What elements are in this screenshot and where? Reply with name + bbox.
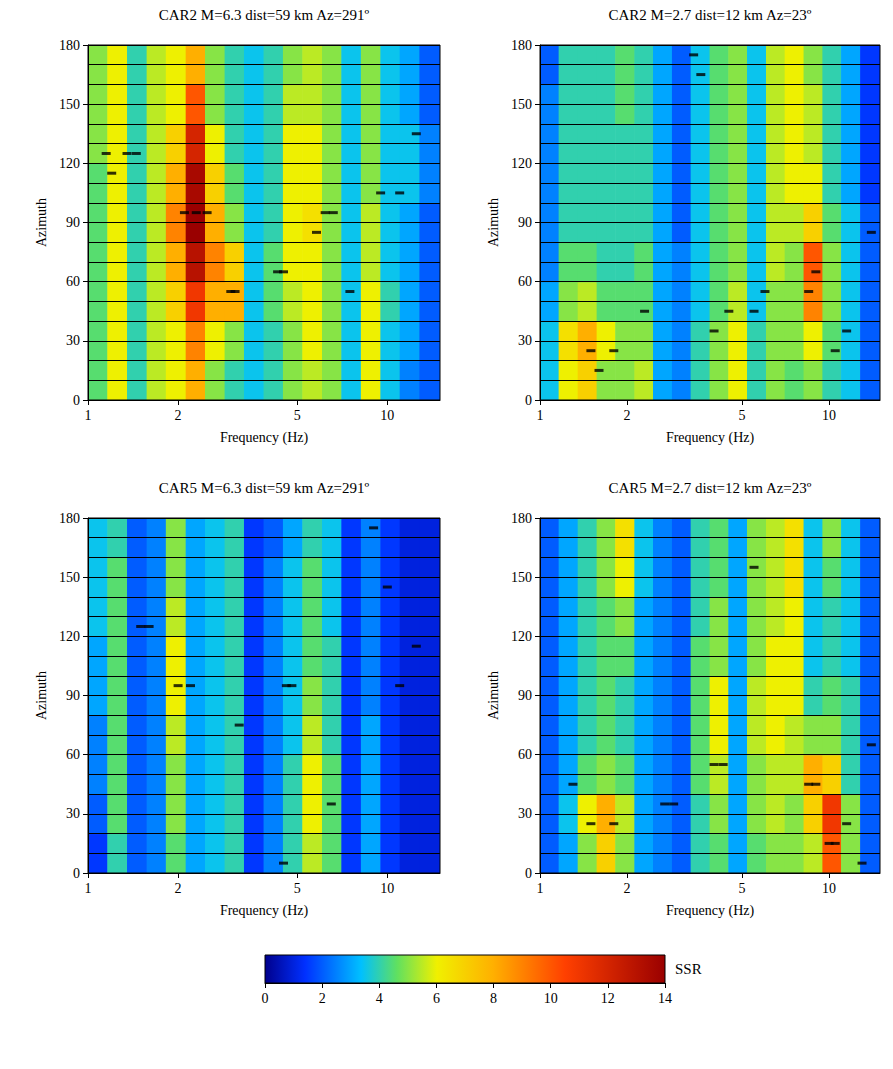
svg-text:120: 120 — [59, 156, 80, 171]
svg-text:Frequency (Hz): Frequency (Hz) — [666, 903, 755, 919]
svg-text:30: 30 — [66, 333, 80, 348]
svg-text:10: 10 — [822, 881, 836, 896]
svg-text:5: 5 — [739, 408, 746, 423]
svg-text:1: 1 — [537, 881, 544, 896]
svg-text:2: 2 — [624, 408, 631, 423]
svg-text:180: 180 — [511, 511, 532, 526]
svg-text:1: 1 — [85, 881, 92, 896]
svg-text:90: 90 — [66, 688, 80, 703]
svg-text:90: 90 — [518, 215, 532, 230]
svg-text:1: 1 — [85, 408, 92, 423]
svg-text:Azimuth: Azimuth — [486, 198, 501, 247]
svg-text:CAR2 M=2.7 dist=12 km Az=23º: CAR2 M=2.7 dist=12 km Az=23º — [609, 7, 812, 23]
svg-text:2: 2 — [624, 881, 631, 896]
svg-text:120: 120 — [511, 629, 532, 644]
svg-text:30: 30 — [518, 333, 532, 348]
svg-text:CAR5 M=6.3 dist=59 km Az=291º: CAR5 M=6.3 dist=59 km Az=291º — [159, 480, 370, 496]
svg-text:CAR2 M=6.3 dist=59 km Az=291º: CAR2 M=6.3 dist=59 km Az=291º — [159, 7, 370, 23]
svg-text:Frequency (Hz): Frequency (Hz) — [220, 430, 309, 446]
svg-text:Azimuth: Azimuth — [34, 671, 49, 720]
svg-text:180: 180 — [511, 38, 532, 53]
svg-text:150: 150 — [511, 570, 532, 585]
svg-text:5: 5 — [294, 408, 301, 423]
svg-text:CAR5 M=2.7 dist=12 km Az=23º: CAR5 M=2.7 dist=12 km Az=23º — [609, 480, 812, 496]
svg-text:60: 60 — [518, 747, 532, 762]
svg-text:14: 14 — [658, 991, 672, 1006]
svg-text:150: 150 — [59, 570, 80, 585]
svg-text:Azimuth: Azimuth — [486, 671, 501, 720]
svg-text:0: 0 — [73, 866, 80, 881]
svg-text:60: 60 — [66, 747, 80, 762]
svg-text:10: 10 — [380, 408, 394, 423]
svg-text:60: 60 — [66, 274, 80, 289]
svg-text:Frequency (Hz): Frequency (Hz) — [666, 430, 755, 446]
svg-text:Azimuth: Azimuth — [34, 198, 49, 247]
svg-text:1: 1 — [537, 408, 544, 423]
svg-text:0: 0 — [262, 991, 269, 1006]
svg-text:150: 150 — [511, 97, 532, 112]
svg-text:90: 90 — [66, 215, 80, 230]
svg-text:120: 120 — [511, 156, 532, 171]
svg-text:0: 0 — [525, 393, 532, 408]
svg-text:2: 2 — [175, 881, 182, 896]
svg-text:90: 90 — [518, 688, 532, 703]
svg-text:30: 30 — [518, 806, 532, 821]
svg-text:6: 6 — [433, 991, 440, 1006]
svg-text:180: 180 — [59, 38, 80, 53]
svg-text:120: 120 — [59, 629, 80, 644]
svg-text:2: 2 — [319, 991, 326, 1006]
svg-text:0: 0 — [525, 866, 532, 881]
svg-text:180: 180 — [59, 511, 80, 526]
svg-text:4: 4 — [376, 991, 383, 1006]
svg-text:10: 10 — [822, 408, 836, 423]
svg-text:10: 10 — [544, 991, 558, 1006]
svg-text:10: 10 — [380, 881, 394, 896]
svg-text:0: 0 — [73, 393, 80, 408]
svg-text:30: 30 — [66, 806, 80, 821]
svg-text:Frequency (Hz): Frequency (Hz) — [220, 903, 309, 919]
svg-text:60: 60 — [518, 274, 532, 289]
svg-text:150: 150 — [59, 97, 80, 112]
svg-text:5: 5 — [739, 881, 746, 896]
svg-text:8: 8 — [490, 991, 497, 1006]
svg-text:SSR: SSR — [675, 961, 702, 977]
svg-text:5: 5 — [294, 881, 301, 896]
svg-text:2: 2 — [175, 408, 182, 423]
svg-text:12: 12 — [601, 991, 615, 1006]
